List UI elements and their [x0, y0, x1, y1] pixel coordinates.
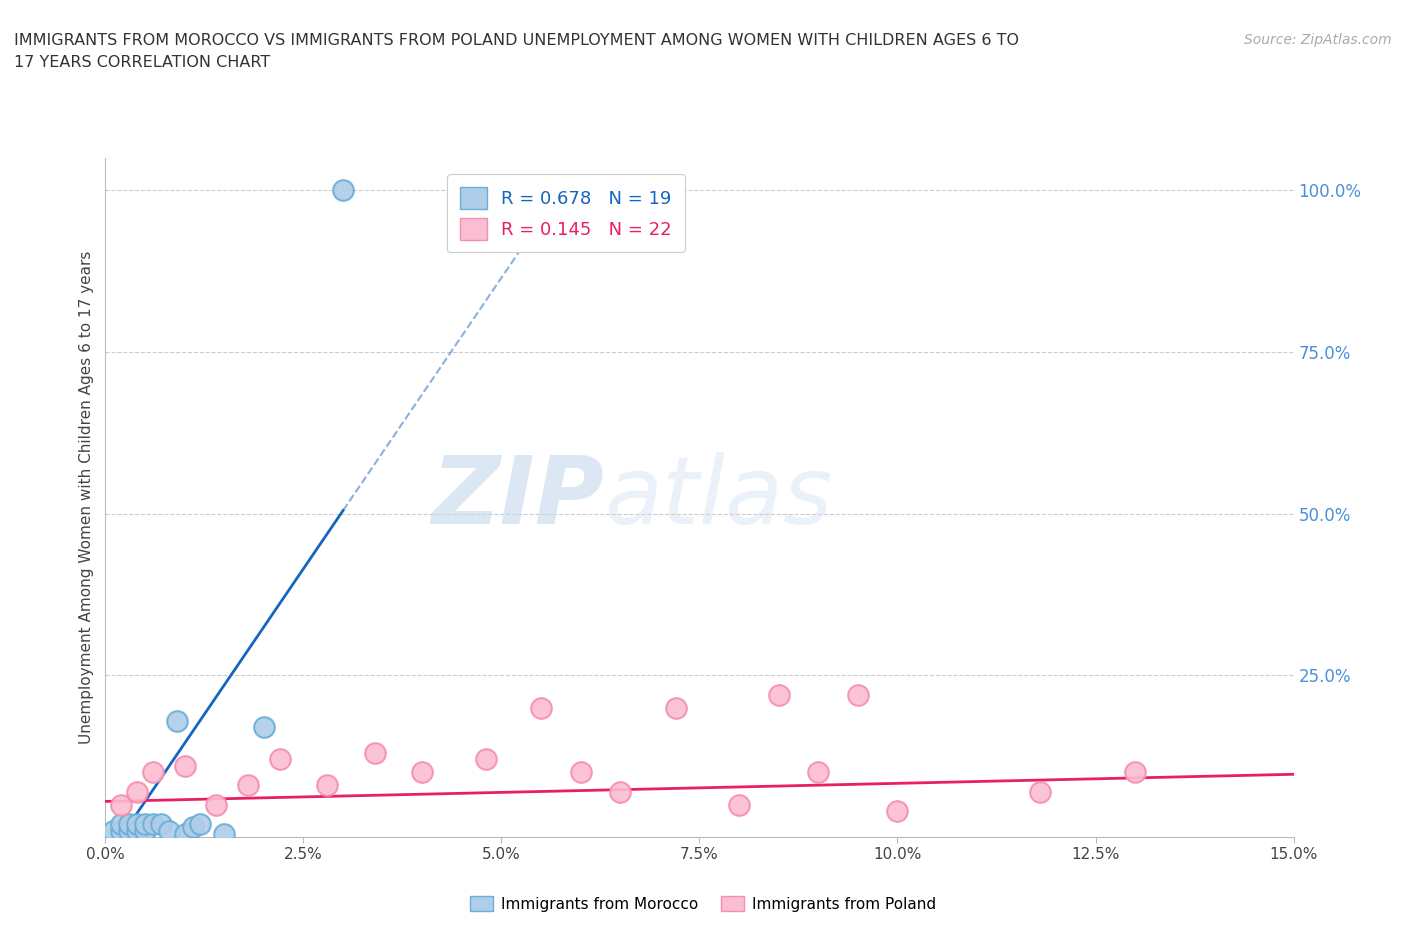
Point: [134, 817, 156, 831]
Point: [768, 687, 790, 702]
Legend: R = 0.678   N = 19, R = 0.145   N = 22: R = 0.678 N = 19, R = 0.145 N = 22: [447, 174, 685, 252]
Point: [110, 817, 132, 831]
Point: [364, 746, 387, 761]
Point: [728, 797, 751, 812]
Point: [118, 823, 141, 838]
Point: [127, 817, 149, 831]
Point: [316, 777, 339, 792]
Point: [205, 797, 228, 812]
Point: [807, 764, 830, 779]
Point: [190, 817, 212, 831]
Point: [110, 797, 132, 812]
Point: [846, 687, 869, 702]
Point: [569, 764, 592, 779]
Point: [214, 827, 236, 842]
Point: [110, 823, 132, 838]
Point: [886, 804, 908, 818]
Point: [103, 823, 125, 838]
Point: [142, 764, 165, 779]
Point: [127, 823, 149, 838]
Legend: Immigrants from Morocco, Immigrants from Poland: Immigrants from Morocco, Immigrants from…: [464, 889, 942, 918]
Point: [157, 823, 180, 838]
Point: [253, 720, 276, 735]
Point: [181, 820, 204, 835]
Point: [1029, 784, 1052, 799]
Point: [332, 183, 354, 198]
Point: [118, 817, 141, 831]
Point: [173, 759, 195, 774]
Point: [665, 700, 688, 715]
Point: [173, 827, 195, 842]
Text: IMMIGRANTS FROM MOROCCO VS IMMIGRANTS FROM POLAND UNEMPLOYMENT AMONG WOMEN WITH : IMMIGRANTS FROM MOROCCO VS IMMIGRANTS FR…: [14, 33, 1019, 70]
Point: [166, 713, 188, 728]
Point: [530, 700, 553, 715]
Point: [474, 752, 496, 767]
Point: [236, 777, 259, 792]
Point: [411, 764, 433, 779]
Text: ZIP: ZIP: [432, 452, 605, 543]
Point: [269, 752, 291, 767]
Point: [142, 817, 165, 831]
Point: [127, 784, 149, 799]
Point: [1123, 764, 1146, 779]
Point: [134, 823, 156, 838]
Y-axis label: Unemployment Among Women with Children Ages 6 to 17 years: Unemployment Among Women with Children A…: [79, 251, 94, 744]
Point: [149, 817, 172, 831]
Point: [609, 784, 631, 799]
Text: Source: ZipAtlas.com: Source: ZipAtlas.com: [1244, 33, 1392, 46]
Text: atlas: atlas: [605, 452, 832, 543]
